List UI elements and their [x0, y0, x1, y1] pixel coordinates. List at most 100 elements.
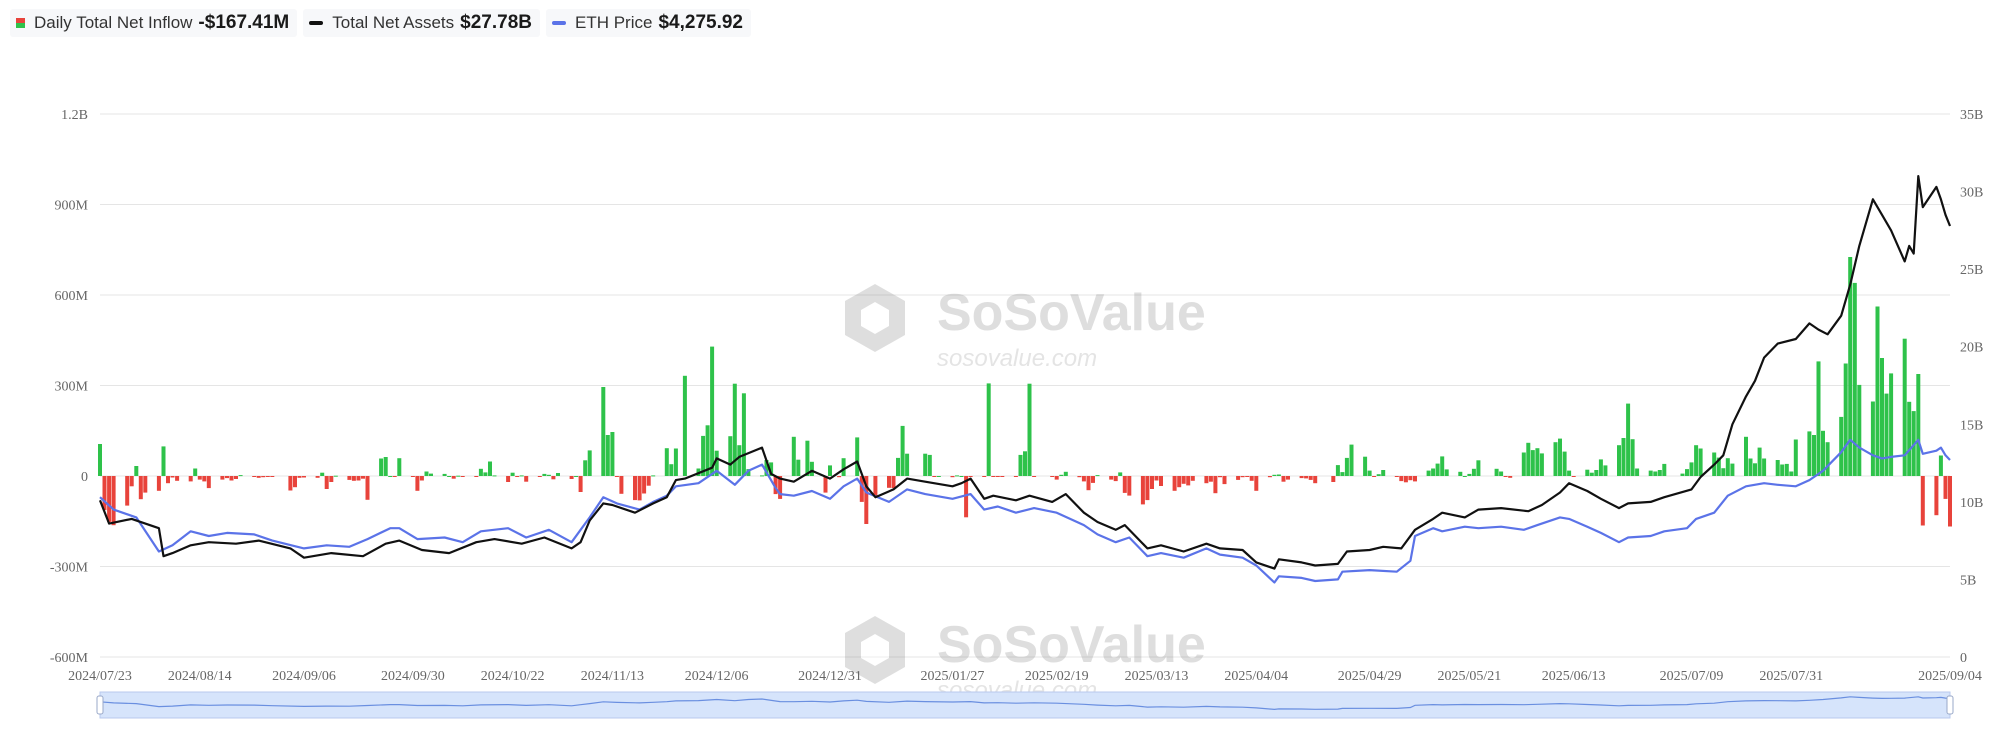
- inflow-bar: [1698, 448, 1703, 476]
- inflow-bar: [1753, 463, 1757, 476]
- inflow-bar: [1680, 473, 1685, 476]
- inflow-bar: [256, 476, 261, 478]
- inflow-bar: [1408, 476, 1413, 481]
- inflow-bar: [955, 475, 959, 477]
- inflow-bar: [737, 445, 742, 476]
- inflow-bar: [1848, 257, 1853, 476]
- inflow-bar: [936, 476, 941, 477]
- navigator-line: [99, 696, 1951, 711]
- inflow-bar: [610, 432, 615, 476]
- inflow-bar: [796, 459, 801, 476]
- x-axis: 2024/07/23 2024/08/14 2024/09/06 2024/09/30…: [68, 669, 1982, 684]
- inflow-bar: [1494, 468, 1499, 476]
- inflow-bar: [1630, 439, 1635, 476]
- inflow-bar: [1589, 472, 1594, 476]
- legend-label-daily-inflow: Daily Total Net Inflow: [34, 13, 193, 32]
- inflow-bar: [1145, 476, 1150, 501]
- inflow-bar: [1032, 476, 1037, 477]
- inflow-bar: [1530, 450, 1535, 476]
- inflow-bar: [891, 476, 896, 489]
- inflow-bar: [1907, 401, 1912, 476]
- x-tick-label: 2024/11/13: [581, 669, 644, 684]
- inflow-bar: [614, 476, 619, 477]
- inflow-bar: [166, 476, 170, 484]
- inflow-bar: [1308, 476, 1313, 480]
- inflow-bar: [1000, 476, 1005, 477]
- inflow-bar: [1272, 474, 1277, 476]
- inflow-bar: [252, 476, 257, 477]
- inflow-bar: [542, 473, 547, 476]
- inflow-bar: [1054, 476, 1059, 480]
- inflow-bar: [161, 446, 166, 476]
- inflow-bar: [1091, 476, 1095, 483]
- inflow-bar: [1716, 457, 1721, 476]
- inflow-bar: [601, 387, 606, 476]
- inflow-bar: [864, 476, 869, 524]
- x-tick-label: 2025/01/27: [921, 669, 985, 684]
- inflow-bar: [388, 476, 393, 477]
- x-tick-label: 2025/05/21: [1437, 669, 1501, 684]
- inflow-bar: [1095, 475, 1100, 477]
- inflow-bar: [1870, 401, 1875, 476]
- legend-item-total-net-assets[interactable]: Total Net Assets $27.78B: [303, 9, 540, 37]
- inflow-bar: [392, 476, 397, 477]
- inflow-bar: [474, 476, 479, 477]
- x-tick-label: 2025/04/29: [1338, 669, 1402, 684]
- inflow-bar: [320, 472, 325, 476]
- y-right-tick-label: 25B: [1960, 263, 1983, 278]
- inflow-bar: [1943, 476, 1948, 499]
- inflow-bar: [764, 460, 769, 476]
- inflow-bar: [206, 476, 211, 489]
- inflow-bar: [619, 476, 624, 494]
- inflow-bar: [524, 476, 529, 482]
- inflow-bar: [1757, 447, 1762, 476]
- y-right-tick-label: 10B: [1960, 496, 1983, 511]
- inflow-bar: [1875, 306, 1880, 476]
- inflow-bar: [1902, 338, 1907, 476]
- inflow-bar: [710, 346, 715, 476]
- y-left-tick-label: -300M: [50, 561, 89, 576]
- total-net-assets-line: [98, 175, 1952, 570]
- inflow-bar: [1648, 470, 1653, 476]
- inflow-bar: [828, 465, 832, 476]
- y-right-tick-label: 0: [1960, 651, 1967, 666]
- y-right-tick-label: 5B: [1960, 573, 1976, 588]
- inflow-bar: [1603, 465, 1608, 476]
- inflow-bar: [1948, 476, 1952, 527]
- inflow-bar: [1884, 393, 1889, 476]
- inflow-bar: [664, 448, 669, 476]
- inflow-bar: [1444, 469, 1449, 476]
- inflow-bar: [1467, 473, 1472, 476]
- inflow-bar: [1159, 476, 1163, 486]
- watermark-site: sosovalue.com: [937, 345, 1097, 372]
- legend-value-daily-inflow: -$167.41M: [198, 12, 290, 33]
- y-right-tick-label: 35B: [1960, 108, 1983, 123]
- inflow-bar: [1499, 471, 1504, 476]
- inflow-bar: [551, 476, 556, 480]
- watermark-brand: SoSoValue: [937, 616, 1206, 674]
- inflow-bar: [1503, 476, 1508, 477]
- inflow-bar: [1399, 476, 1404, 482]
- legend-item-eth-price[interactable]: ETH Price $4,275.92: [546, 9, 751, 37]
- inflow-bar: [1127, 476, 1132, 496]
- inflow-bar: [1780, 464, 1785, 476]
- inflow-bar: [1508, 476, 1513, 478]
- inflow-bar: [1236, 476, 1241, 480]
- inflow-bar: [633, 476, 637, 501]
- inflow-bar: [1812, 435, 1816, 476]
- inflow-bar: [896, 457, 900, 476]
- inflow-bar: [1081, 476, 1086, 482]
- inflow-bar: [1304, 476, 1309, 479]
- inflow-bar: [1245, 476, 1250, 477]
- range-navigator[interactable]: [96, 691, 1954, 719]
- legend-item-daily-inflow[interactable]: Daily Total Net Inflow -$167.41M: [10, 9, 298, 37]
- inflow-bar: [859, 476, 864, 502]
- legend-value-eth-price: $4,275.92: [658, 12, 743, 33]
- inflow-bar: [1367, 470, 1372, 476]
- inflow-bar: [383, 457, 388, 476]
- inflow-bar: [1789, 471, 1794, 476]
- inflow-bar: [347, 476, 352, 480]
- inflow-bar: [1539, 453, 1544, 476]
- inflow-bar: [1685, 469, 1689, 476]
